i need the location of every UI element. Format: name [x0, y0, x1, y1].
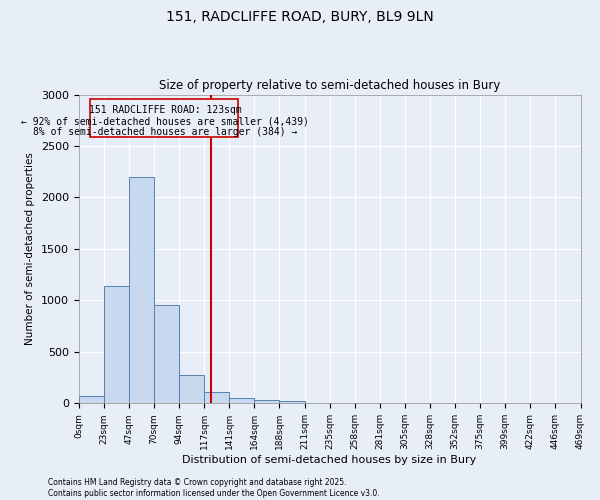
Bar [254, 400, 280, 404]
Bar [305, 403, 329, 404]
Y-axis label: Number of semi-detached properties: Number of semi-detached properties [25, 152, 35, 346]
Text: Contains HM Land Registry data © Crown copyright and database right 2025.
Contai: Contains HM Land Registry data © Crown c… [48, 478, 380, 498]
Bar [79, 396, 104, 404]
Bar [280, 402, 305, 404]
X-axis label: Distribution of semi-detached houses by size in Bury: Distribution of semi-detached houses by … [182, 455, 477, 465]
Bar [129, 177, 154, 404]
Bar [179, 374, 204, 404]
Title: Size of property relative to semi-detached houses in Bury: Size of property relative to semi-detach… [159, 79, 500, 92]
Text: ← 92% of semi-detached houses are smaller (4,439): ← 92% of semi-detached houses are smalle… [22, 116, 309, 126]
Text: 151, RADCLIFFE ROAD, BURY, BL9 9LN: 151, RADCLIFFE ROAD, BURY, BL9 9LN [166, 10, 434, 24]
Text: 151 RADCLIFFE ROAD: 123sqm: 151 RADCLIFFE ROAD: 123sqm [89, 106, 242, 116]
FancyBboxPatch shape [90, 98, 238, 137]
Bar [204, 392, 229, 404]
Text: 8% of semi-detached houses are larger (384) →: 8% of semi-detached houses are larger (3… [33, 128, 298, 138]
Bar [104, 286, 129, 404]
Bar [229, 398, 254, 404]
Bar [154, 304, 179, 404]
